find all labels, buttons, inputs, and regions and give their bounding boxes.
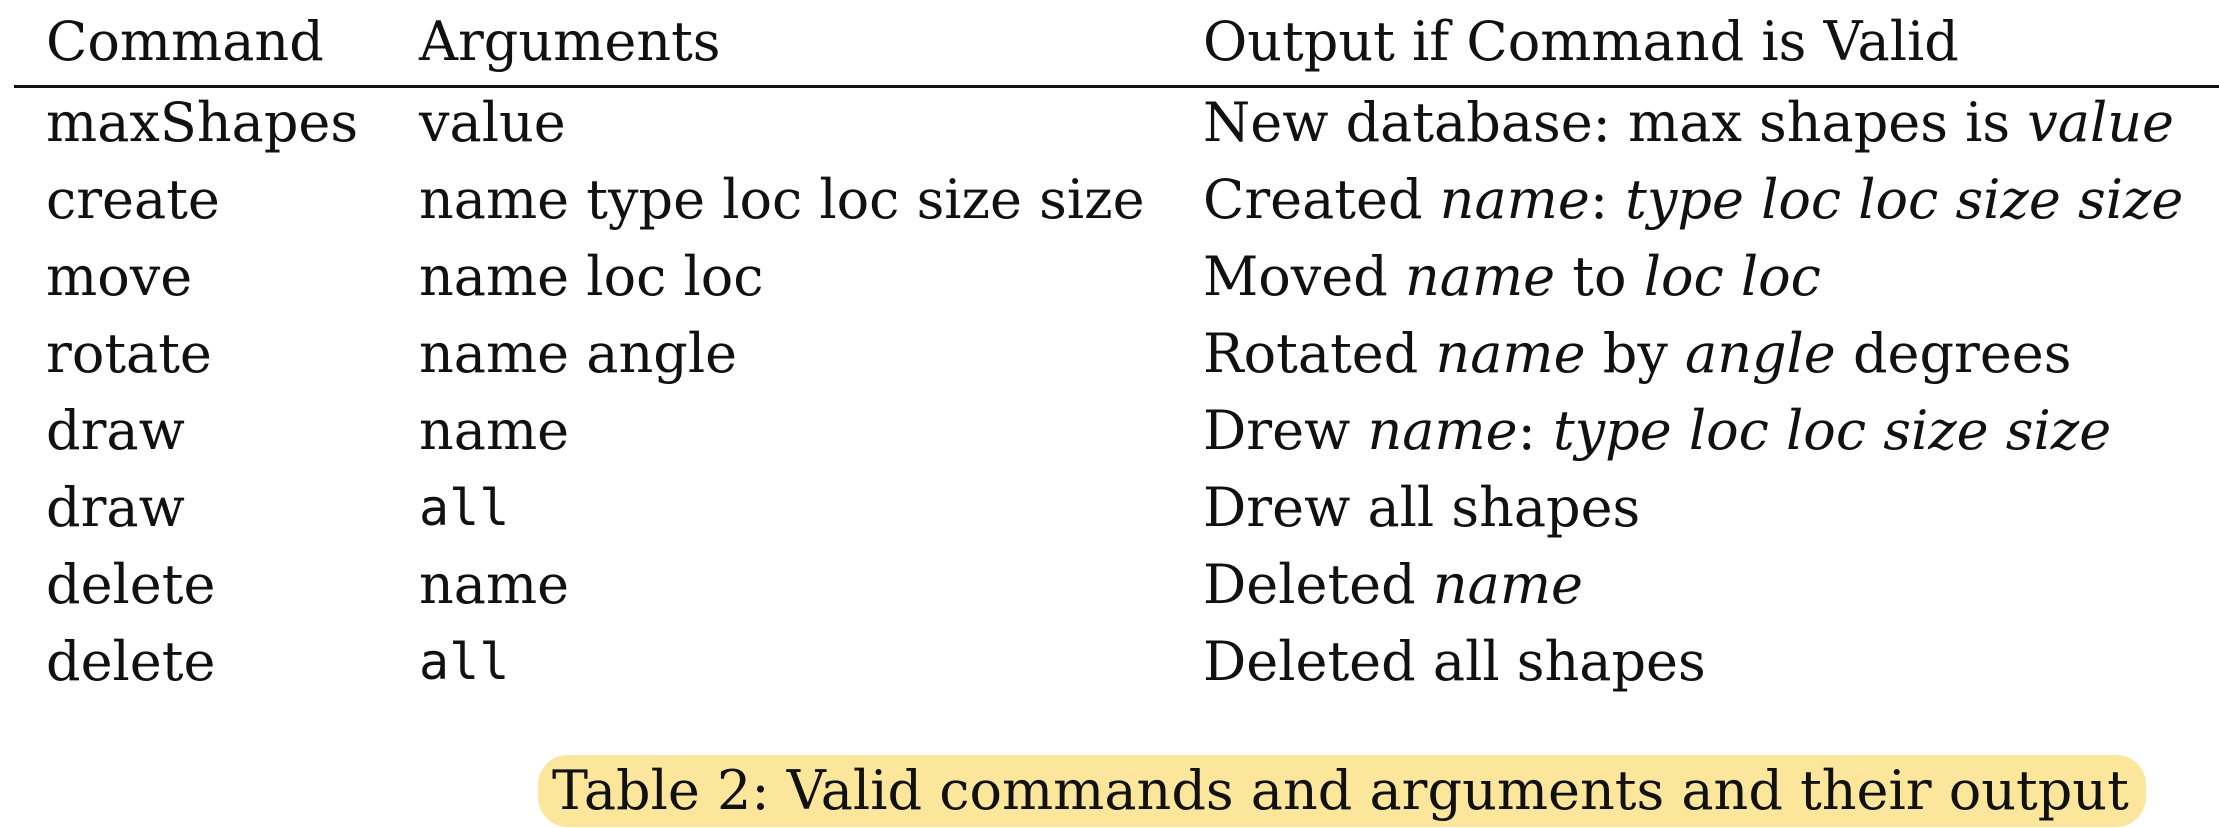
arguments-cell: name type loc loc size size — [419, 168, 1145, 231]
command-cell: delete — [46, 553, 216, 616]
output-text: to — [1555, 245, 1644, 308]
table-row: draw all Drew all shapes — [0, 470, 2219, 546]
table-row: move name loc loc Moved name to loc loc — [0, 239, 2219, 315]
table-header-row: Command Arguments Output if Command is V… — [0, 4, 2219, 80]
output-cell: Rotated name by angle degrees — [1203, 316, 2071, 392]
output-text: Deleted — [1203, 553, 1433, 616]
arguments-cell: name — [419, 553, 570, 616]
output-placeholder: value — [2027, 91, 2175, 154]
output-placeholder: name — [1367, 399, 1518, 462]
arguments-cell: value — [419, 91, 566, 154]
table-caption: Table 2: Valid commands and arguments an… — [552, 759, 2129, 822]
output-text: New database: max shapes is — [1203, 91, 2028, 154]
header-arguments: Arguments — [419, 10, 721, 73]
arguments-cell: name angle — [419, 322, 738, 385]
output-placeholder: loc loc — [1643, 245, 1821, 308]
output-text: degrees — [1835, 322, 2072, 385]
command-cell: draw — [46, 399, 185, 462]
output-placeholder: angle — [1685, 322, 1836, 385]
output-placeholder: name — [1435, 322, 1586, 385]
header-rule — [14, 85, 2219, 88]
output-placeholder: name — [1439, 168, 1590, 231]
output-text: Deleted all shapes — [1203, 630, 1706, 693]
output-text: Rotated — [1203, 322, 1436, 385]
output-cell: Drew all shapes — [1203, 470, 1640, 546]
output-cell: Drew name: type loc loc size size — [1203, 393, 2111, 469]
output-placeholder: name — [1405, 245, 1556, 308]
command-cell: rotate — [46, 322, 212, 385]
output-text: Created — [1203, 168, 1440, 231]
output-placeholder: type loc loc size size — [1625, 168, 2184, 231]
command-cell: create — [46, 168, 220, 231]
command-cell: draw — [46, 476, 185, 539]
output-cell: Created name: type loc loc size size — [1203, 162, 2183, 238]
arguments-cell: name loc loc — [419, 245, 764, 308]
output-text: Drew all shapes — [1203, 476, 1641, 539]
header-output: Output if Command is Valid — [1203, 10, 1959, 73]
output-cell: New database: max shapes is value — [1203, 85, 2174, 161]
output-placeholder: type loc loc size size — [1552, 399, 2112, 462]
table-row: maxShapes value New database: max shapes… — [0, 85, 2219, 161]
caption-highlight — [538, 755, 2146, 827]
output-cell: Deleted name — [1203, 547, 1583, 623]
table-row: draw name Drew name: type loc loc size s… — [0, 393, 2219, 469]
output-text: : — [1517, 399, 1553, 462]
arguments-cell: all — [419, 633, 510, 691]
output-text: Moved — [1203, 245, 1405, 308]
output-text: by — [1585, 322, 1685, 385]
output-text: : — [1589, 168, 1626, 231]
command-cell: move — [46, 245, 193, 308]
command-cell: delete — [46, 630, 216, 693]
command-cell: maxShapes — [46, 91, 359, 154]
arguments-cell: name — [419, 399, 570, 462]
table-row: delete all Deleted all shapes — [0, 624, 2219, 700]
output-placeholder: name — [1432, 553, 1584, 616]
output-text: Drew — [1203, 399, 1368, 462]
output-cell: Deleted all shapes — [1203, 624, 1706, 700]
header-command: Command — [46, 10, 324, 73]
table-row: create name type loc loc size size Creat… — [0, 162, 2219, 238]
table-row: rotate name angle Rotated name by angle … — [0, 316, 2219, 392]
table-row: delete name Deleted name — [0, 547, 2219, 623]
output-cell: Moved name to loc loc — [1203, 239, 1821, 315]
arguments-cell: all — [419, 479, 510, 537]
